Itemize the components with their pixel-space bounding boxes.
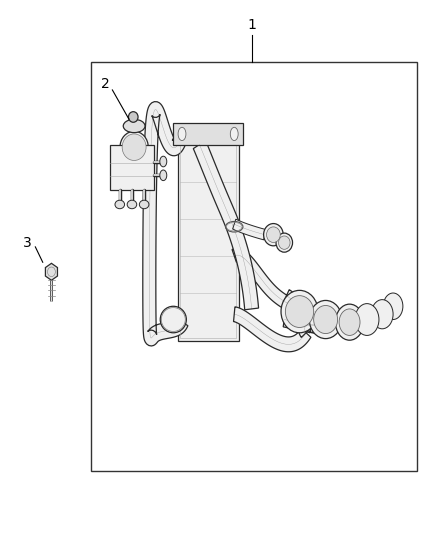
Ellipse shape bbox=[139, 200, 149, 209]
Ellipse shape bbox=[339, 309, 360, 335]
Ellipse shape bbox=[128, 112, 138, 122]
Ellipse shape bbox=[286, 296, 314, 327]
Ellipse shape bbox=[279, 236, 290, 249]
Polygon shape bbox=[232, 248, 303, 313]
Ellipse shape bbox=[314, 305, 338, 334]
Polygon shape bbox=[46, 263, 57, 280]
Ellipse shape bbox=[264, 223, 283, 246]
Text: 1: 1 bbox=[247, 18, 256, 33]
Ellipse shape bbox=[276, 233, 293, 252]
Ellipse shape bbox=[160, 170, 167, 181]
Bar bbox=[110, 144, 154, 190]
Polygon shape bbox=[312, 306, 328, 325]
Ellipse shape bbox=[383, 293, 403, 319]
Ellipse shape bbox=[267, 227, 280, 243]
Ellipse shape bbox=[160, 156, 167, 167]
Text: 3: 3 bbox=[23, 236, 32, 249]
Polygon shape bbox=[143, 102, 188, 346]
Ellipse shape bbox=[230, 127, 238, 141]
Ellipse shape bbox=[371, 300, 393, 329]
Ellipse shape bbox=[122, 134, 146, 160]
Bar bbox=[91, 62, 417, 471]
Polygon shape bbox=[283, 312, 334, 337]
Bar bbox=[180, 131, 237, 338]
Polygon shape bbox=[233, 219, 265, 240]
Text: 2: 2 bbox=[102, 77, 110, 91]
Ellipse shape bbox=[178, 127, 186, 141]
Ellipse shape bbox=[309, 301, 342, 338]
Ellipse shape bbox=[281, 290, 318, 333]
Ellipse shape bbox=[160, 306, 186, 333]
Ellipse shape bbox=[115, 200, 124, 209]
Bar bbox=[173, 123, 243, 144]
Polygon shape bbox=[233, 307, 311, 352]
Ellipse shape bbox=[120, 131, 148, 163]
Polygon shape bbox=[193, 141, 258, 310]
Ellipse shape bbox=[336, 304, 364, 340]
Ellipse shape bbox=[127, 200, 137, 209]
Ellipse shape bbox=[123, 119, 145, 133]
Bar bbox=[178, 128, 239, 341]
Ellipse shape bbox=[355, 304, 379, 335]
